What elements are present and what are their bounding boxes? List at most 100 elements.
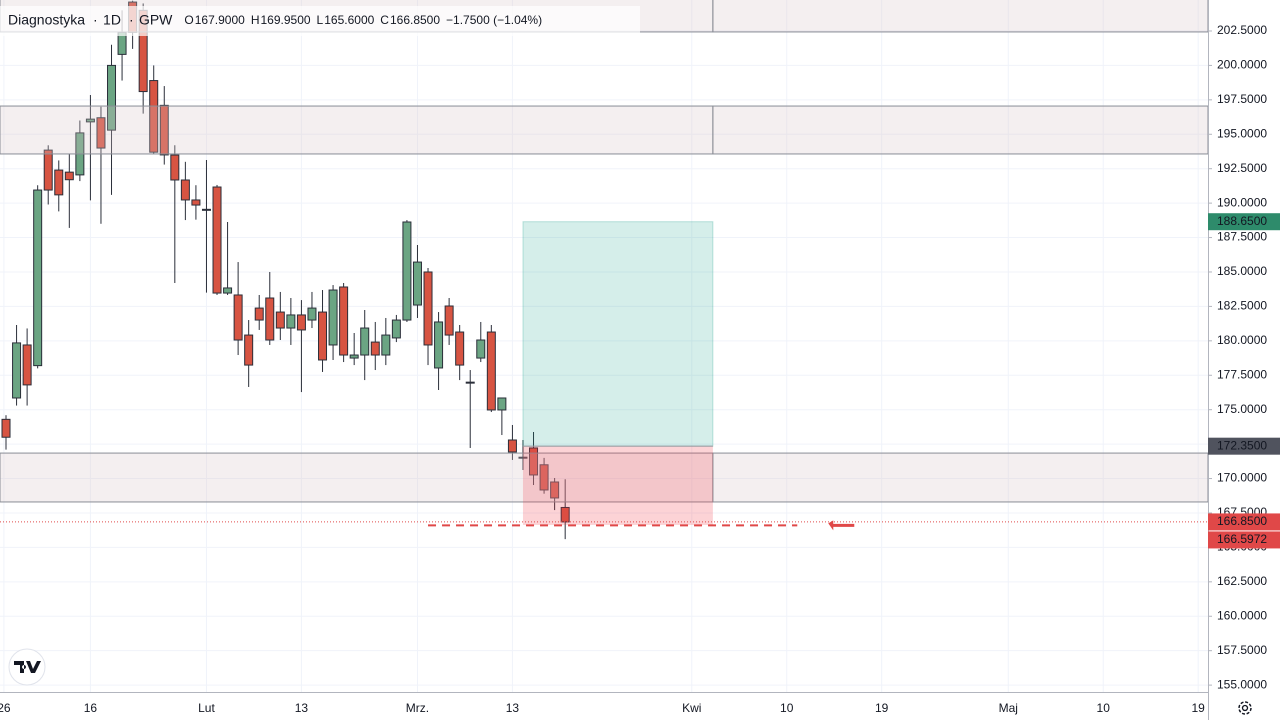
legend-value: 166.8500 <box>390 13 440 27</box>
legend-value: 165.6000 <box>324 13 374 27</box>
x-tick-label: 13 <box>506 701 520 715</box>
candle-body <box>149 80 159 153</box>
logo[interactable] <box>8 648 46 686</box>
logo-mark <box>14 661 41 673</box>
candle-body <box>402 221 412 321</box>
candle-body <box>170 154 180 181</box>
y-tick-label: 175.0000 <box>1217 402 1267 416</box>
zone <box>0 105 714 155</box>
candle-body <box>529 447 539 476</box>
candle-body <box>318 311 328 361</box>
candle-body <box>191 199 201 206</box>
x-tick-label: Kwi <box>682 701 701 715</box>
y-tick-label: 180.0000 <box>1217 333 1267 347</box>
candle-body <box>254 307 264 321</box>
price-label-box <box>1208 437 1280 455</box>
candle-body <box>33 189 43 367</box>
candle-body <box>244 334 254 366</box>
candle-body <box>22 344 32 386</box>
candle-body <box>539 464 549 491</box>
legend-sep: · <box>93 12 98 28</box>
candle-body <box>201 208 211 211</box>
price-label-box <box>1208 213 1280 231</box>
candle-body <box>96 117 106 149</box>
candle-body <box>307 307 317 321</box>
x-tick-label: Mrz. <box>406 701 429 715</box>
zone <box>712 0 1208 33</box>
candle-body <box>275 311 285 329</box>
y-tick-label: 177.5000 <box>1217 367 1267 381</box>
alert-arrow <box>828 520 855 531</box>
candle-body <box>64 171 74 181</box>
y-tick-label: 155.0000 <box>1217 677 1267 691</box>
y-tick-label: 197.5000 <box>1217 92 1267 106</box>
candle-body <box>455 331 465 366</box>
legend-change: −1.7500 (−1.04%) <box>446 13 542 27</box>
candle-body <box>296 314 306 331</box>
plot-area <box>0 0 1208 692</box>
price-label: 188.6500 <box>1217 214 1267 228</box>
candle-body <box>560 506 570 523</box>
legend-key: L <box>317 13 324 27</box>
candle-body <box>85 118 95 123</box>
candle-body <box>180 179 190 201</box>
y-tick-label: 162.5000 <box>1217 574 1267 588</box>
y-tick-label: 170.0000 <box>1217 471 1267 485</box>
legend: Diagnostyka · 1D · GPW O 167.9000 H 169.9500 L 165… <box>0 6 640 36</box>
candle-body <box>497 397 507 411</box>
x-tick-label: 13 <box>295 701 309 715</box>
candle-body <box>360 327 370 356</box>
y-tick-label: 190.0000 <box>1217 195 1267 209</box>
candle-body <box>507 439 517 453</box>
legend-key: O <box>184 13 193 27</box>
legend-sep: · <box>129 12 134 28</box>
candle-body <box>465 381 475 384</box>
legend-interval: 1D <box>103 12 121 28</box>
candle-body <box>434 321 444 369</box>
zone <box>712 105 1208 155</box>
candle-body <box>381 334 391 356</box>
candle-body <box>223 287 233 294</box>
candle-body <box>486 331 496 411</box>
price-label-box <box>1208 531 1280 549</box>
x-tick-label: 16 <box>84 701 98 715</box>
candle-body <box>423 271 433 346</box>
price-label: 166.5972 <box>1217 532 1267 546</box>
candle-body <box>159 104 169 156</box>
candle-body <box>339 286 349 356</box>
x-tick-label: 10 <box>780 701 794 715</box>
y-tick-label: 157.5000 <box>1217 643 1267 657</box>
x-tick-label: Maj <box>999 701 1018 715</box>
loss-zone <box>522 446 713 525</box>
price-label-box <box>1208 513 1280 531</box>
x-tick-label: 19 <box>1192 701 1206 715</box>
candle-body <box>518 456 528 459</box>
price-label: 166.8500 <box>1217 514 1267 528</box>
y-tick-label: 185.0000 <box>1217 264 1267 278</box>
gear-inner <box>1241 704 1249 712</box>
candle-body <box>1 418 11 438</box>
profit-zone <box>522 221 714 447</box>
candle-body <box>550 481 560 499</box>
x-tick-label: 19 <box>875 701 889 715</box>
candle-body <box>43 149 53 191</box>
candle-body <box>328 289 338 346</box>
legend-value: 167.9000 <box>195 13 245 27</box>
x-tick-label: 10 <box>1097 701 1111 715</box>
candle-body <box>370 341 380 356</box>
gear-outer[interactable] <box>1238 701 1252 715</box>
candle-body <box>212 186 222 294</box>
legend-symbol: Diagnostyka <box>8 12 85 28</box>
price-label: 172.3500 <box>1217 438 1267 452</box>
settings-button[interactable] <box>1238 701 1252 715</box>
zone <box>0 452 714 503</box>
logo-badge[interactable] <box>8 648 46 686</box>
x-tick-label: 26 <box>0 701 11 715</box>
candle-body <box>349 354 359 359</box>
zone <box>712 452 1208 503</box>
candle-body <box>412 261 422 306</box>
candle-body <box>286 314 296 329</box>
